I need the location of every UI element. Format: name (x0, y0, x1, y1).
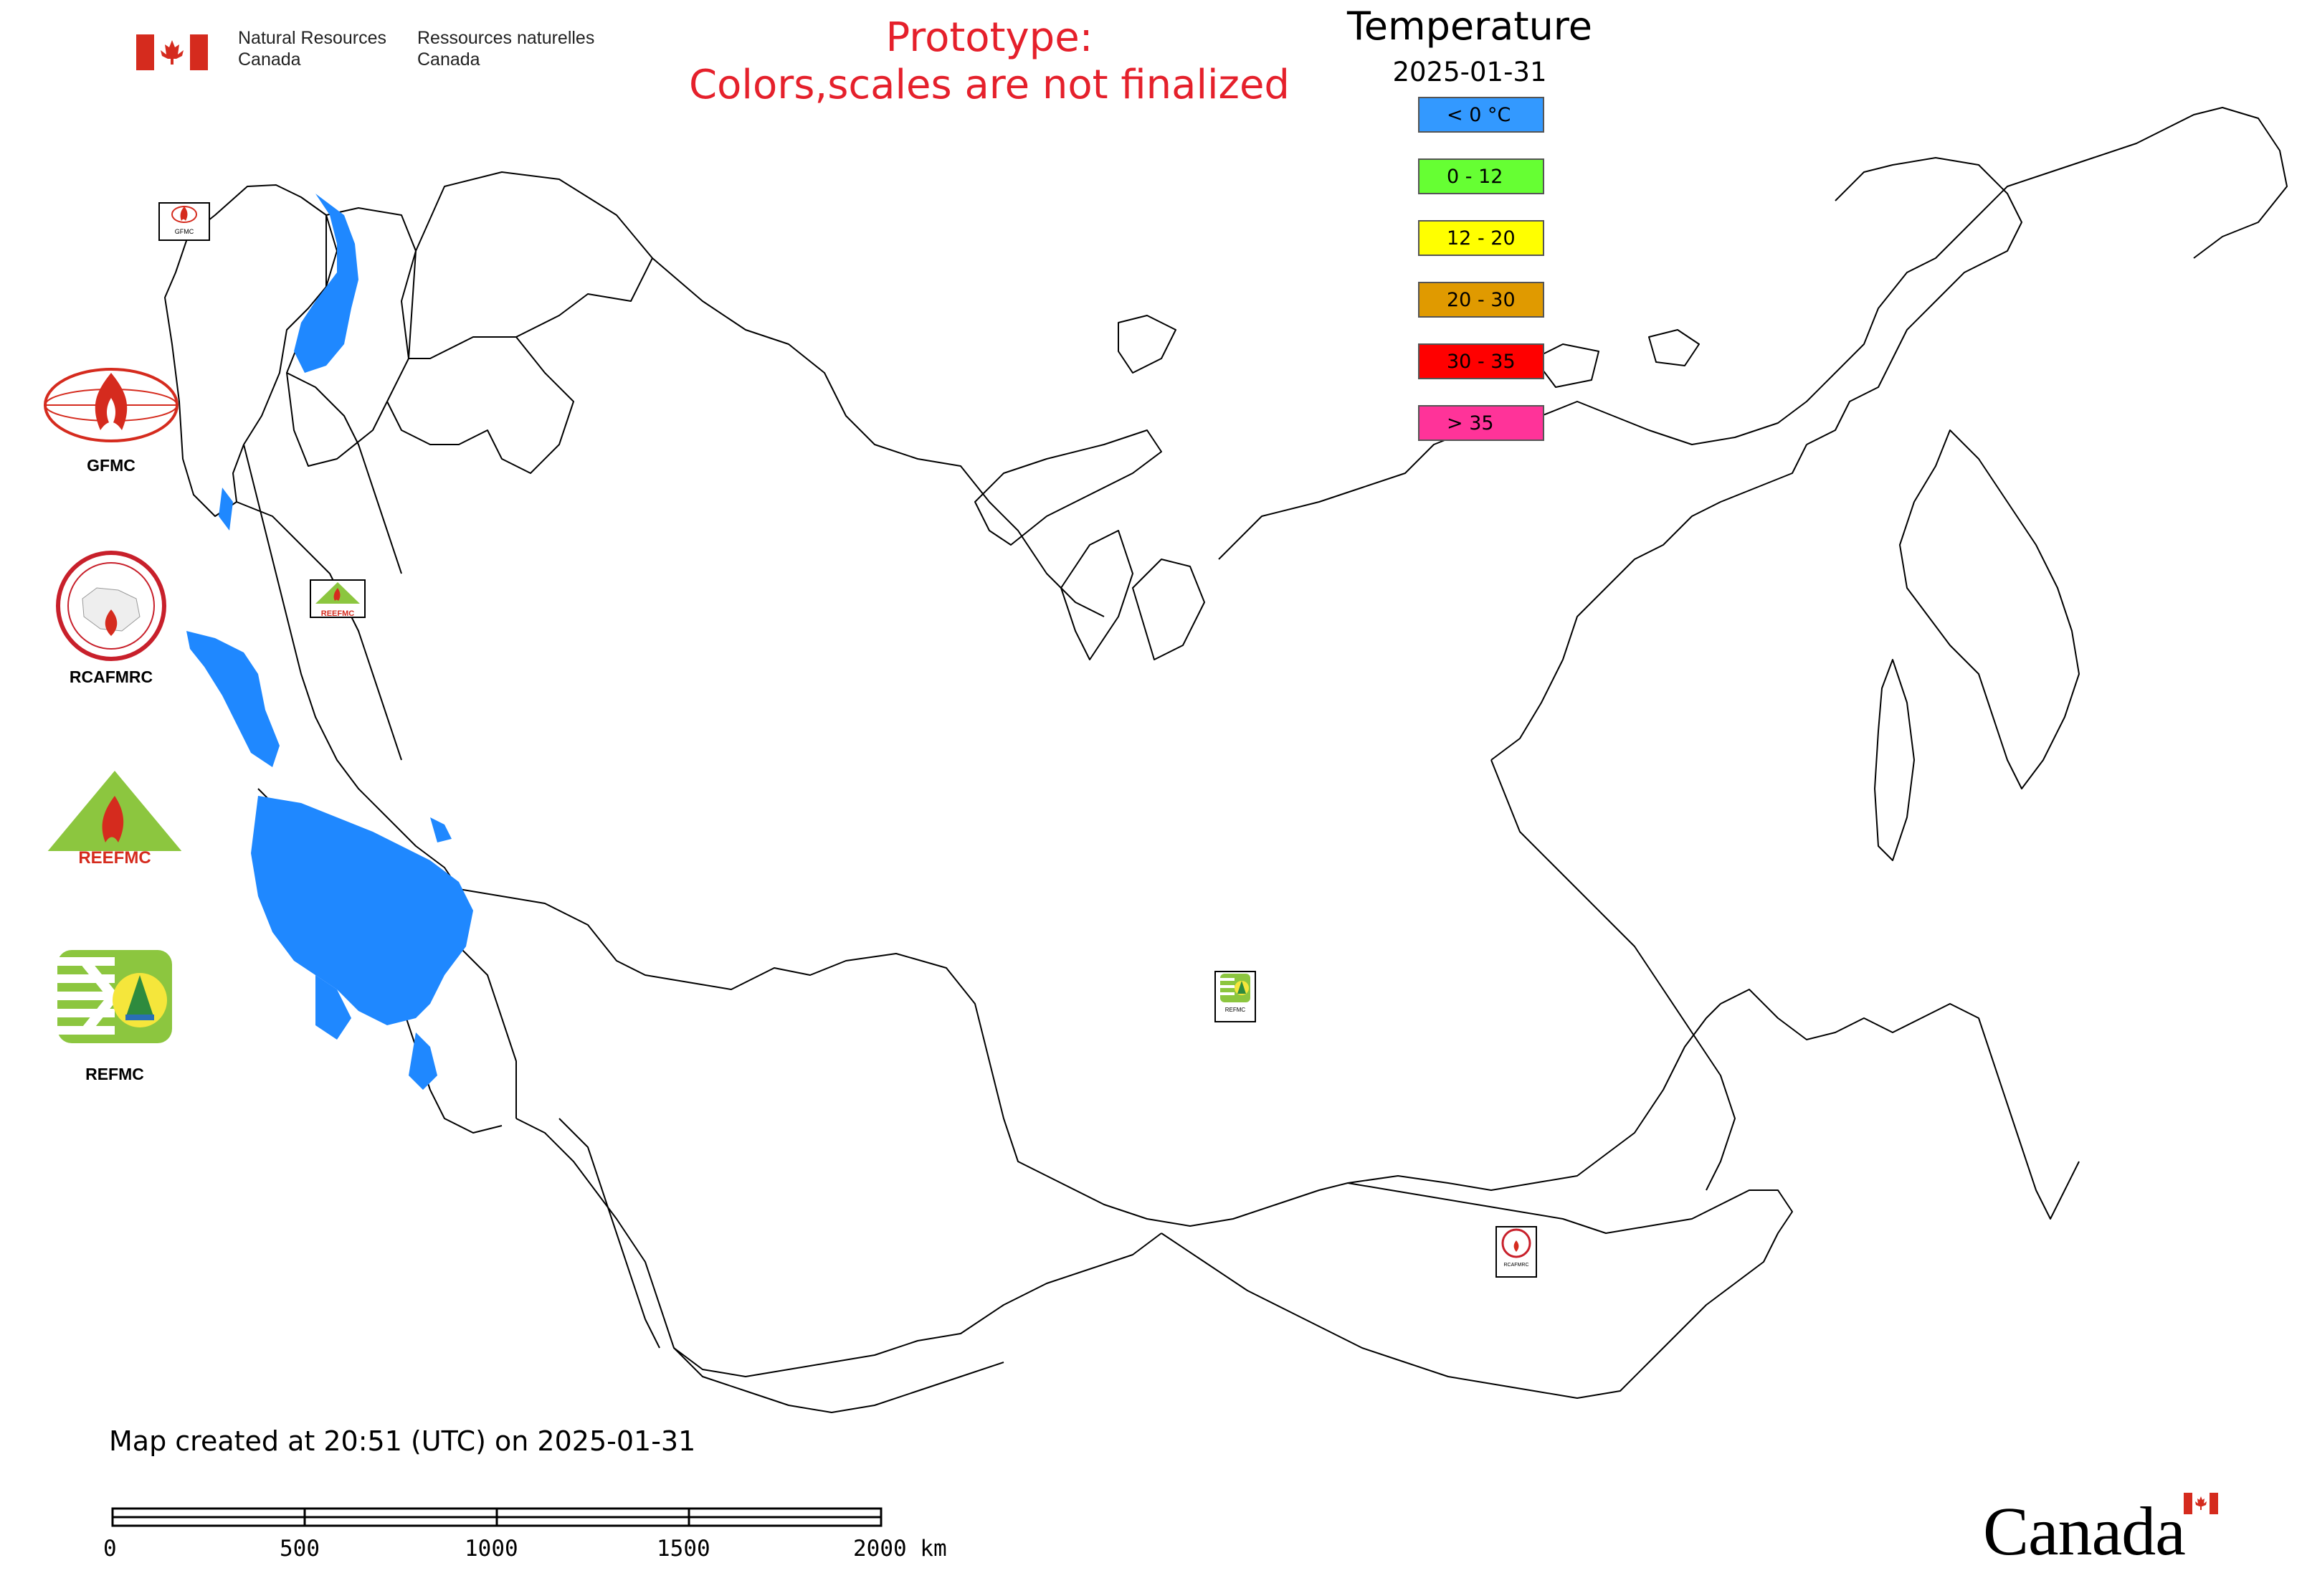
refmc-marker-caption: REFMC (1224, 1007, 1246, 1013)
legend: Temperature 2025-01-31 < 0 °C 0 - 12 12 … (1326, 4, 1613, 448)
ukraine-border (243, 444, 460, 890)
baltic-border (286, 372, 402, 574)
cold-region-norway-coast (294, 194, 358, 373)
north-coast-west (652, 257, 1105, 617)
legend-item-label: 30 - 35 (1447, 350, 1516, 373)
rcafmrc-label: RCAFMRC (69, 668, 153, 686)
scandinavia-border (164, 184, 338, 517)
prototype-notice: Prototype: Colors,scales are not finaliz… (631, 14, 1348, 109)
canada-wordmark: Canada (1983, 1491, 2227, 1570)
rcafmrc-marker-icon (1501, 1228, 1531, 1258)
legend-items: < 0 °C 0 - 12 12 - 20 20 - 30 30 - 35 > … (1418, 97, 1547, 448)
refmc-map-marker[interactable]: REFMC (1214, 971, 1256, 1022)
scale-tick-label: 2000 km (853, 1536, 947, 1562)
agency-header: Natural Resources Canada Ressources natu… (136, 27, 609, 77)
agency-name-en: Natural Resources Canada (238, 28, 387, 70)
new-siberian-islands (1533, 343, 1599, 388)
canada-flag-icon (136, 34, 208, 70)
refmc-label: REFMC (85, 1065, 144, 1083)
southern-border (458, 888, 1721, 1227)
kazakhstan-border (515, 1118, 1162, 1377)
gfmc-map-marker[interactable]: GFMC (158, 202, 210, 241)
gfmc-marker-icon (171, 206, 197, 223)
yamal-peninsula (1060, 530, 1133, 660)
novaya-zemlya (974, 429, 1162, 546)
rcafmrc-map-marker[interactable]: RCAFMRC (1495, 1226, 1537, 1278)
legend-item-label: 12 - 20 (1447, 227, 1516, 250)
gfmc-logo: GFMC (39, 366, 183, 480)
legend-item-label: 0 - 12 (1447, 165, 1503, 188)
legend-item: 20 - 30 (1418, 282, 1544, 318)
rcafmrc-logo: RCAFMRC (39, 548, 183, 692)
reefmc-marker-icon (315, 582, 360, 604)
scale-tick-label: 1000 (465, 1536, 518, 1562)
cold-region-east-blob (430, 817, 452, 842)
legend-item-label: > 35 (1447, 412, 1494, 434)
chukotka-coast (1806, 157, 2022, 445)
scale-tick-label: 1500 (657, 1536, 710, 1562)
sakhalin (1874, 659, 1915, 861)
amur-border (1720, 989, 2080, 1220)
severnaya-zemlya (1118, 315, 1176, 374)
refmc-logo: REFMC (57, 950, 172, 1093)
cold-region-baltic (219, 488, 233, 531)
reefmc-triangle-icon: REEFMC (39, 771, 190, 868)
legend-title: Temperature (1346, 4, 1593, 49)
refmc-sigma-icon (57, 950, 172, 1043)
gfmc-globe-flame-icon (44, 368, 179, 442)
cold-region-caucasus (409, 1032, 437, 1090)
scale-tick-label: 0 (103, 1536, 117, 1562)
reefmc-map-marker[interactable]: REEFMC (310, 579, 366, 618)
legend-item: < 0 °C (1418, 97, 1544, 133)
caspian-coast (558, 1118, 660, 1349)
reefmc-marker-caption: REEFMC (320, 609, 355, 618)
primorye-coast (1490, 759, 1736, 1191)
rcafmrc-marker-caption: RCAFMRC (1503, 1263, 1529, 1268)
gydan-peninsula (1132, 559, 1205, 660)
legend-item: 12 - 20 (1418, 220, 1544, 256)
legend-item-label: < 0 °C (1447, 103, 1511, 126)
canada-wordmark-text: Canada (1983, 1493, 2186, 1569)
kamchatka (1899, 429, 2080, 789)
mongolia-border (1161, 1182, 1793, 1399)
legend-item-label: 20 - 30 (1447, 288, 1516, 311)
cold-region-poland-border (186, 631, 280, 767)
canada-wordmark-flag-icon (2184, 1493, 2218, 1514)
cold-region-black-sea (315, 975, 351, 1040)
gfmc-label: GFMC (87, 456, 135, 475)
legend-item: 0 - 12 (1418, 158, 1544, 194)
arctic-island-east (1648, 329, 1700, 366)
legend-item: 30 - 35 (1418, 343, 1544, 379)
refmc-marker-icon (1220, 974, 1250, 1002)
reefmc-logo: REEFMC (39, 771, 190, 871)
scale-bar-graphic (111, 1507, 883, 1527)
legend-date: 2025-01-31 (1392, 57, 1547, 87)
prototype-line1: Prototype: (885, 14, 1093, 61)
kola-peninsula (408, 171, 653, 359)
gfmc-marker-caption: GFMC (174, 228, 194, 235)
white-sea-coast (386, 336, 574, 474)
rcafmrc-circle-seal-icon (56, 551, 166, 661)
scale-bar-labels: 0 500 1000 1500 2000 km (100, 1536, 961, 1567)
legend-item: > 35 (1418, 405, 1544, 441)
cold-region-main (251, 796, 473, 1025)
okhotsk-coast (1490, 444, 1807, 761)
central-asia-border (673, 1347, 1004, 1413)
reefmc-logo-text: REEFMC (78, 848, 151, 868)
agency-name-fr: Ressources naturelles Canada (417, 28, 595, 70)
map-created-caption: Map created at 20:51 (UTC) on 2025-01-31 (109, 1425, 696, 1457)
scale-tick-label: 500 (280, 1536, 320, 1562)
prototype-line2: Colors,scales are not finalized (689, 62, 1290, 108)
